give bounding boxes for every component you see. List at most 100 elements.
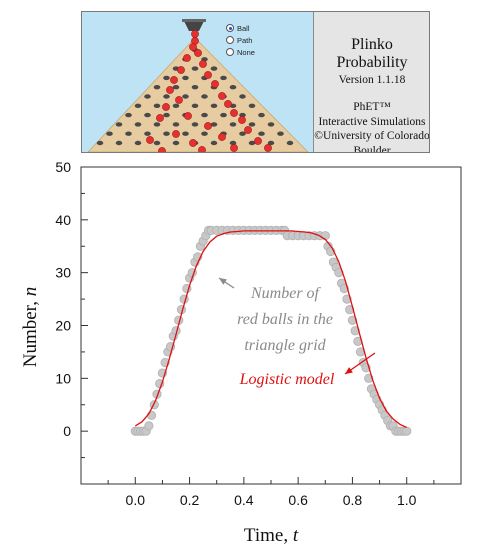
plinko-peg [153, 85, 161, 90]
plinko-peg [115, 140, 123, 146]
plinko-peg [229, 140, 237, 146]
plinko-ball [175, 96, 183, 104]
plinko-ball [162, 103, 170, 111]
radio-none-indicator[interactable] [226, 48, 234, 57]
radio-path-indicator[interactable] [226, 36, 234, 45]
plinko-peg [286, 140, 294, 146]
model-annotation-arrow-head [345, 367, 353, 374]
plinko-peg [153, 122, 161, 127]
hopper-rim [182, 19, 206, 22]
plinko-ball [198, 146, 206, 152]
data-points [130, 225, 412, 436]
x-tick-label: 0.8 [343, 492, 363, 508]
plinko-peg [163, 112, 170, 118]
ball-hopper [184, 21, 204, 31]
plinko-ball [204, 71, 212, 79]
y-tick-label: 50 [55, 159, 71, 175]
plinko-peg [239, 94, 246, 99]
plinko-ball [146, 136, 154, 144]
none-radio-label: None [237, 48, 255, 57]
data-annotation-line-2: red balls in the [237, 311, 333, 328]
plinko-peg [134, 103, 142, 109]
plinko-peg [182, 131, 189, 136]
plinko-ball [230, 144, 238, 152]
plinko-ball [218, 92, 226, 100]
plinko-peg [267, 122, 275, 127]
plinko-peg [201, 94, 208, 99]
plinko-peg [163, 131, 170, 136]
plinko-peg [182, 94, 189, 99]
plinko-peg [210, 66, 218, 71]
plinko-ball [189, 43, 197, 51]
app-banner: Ball Path None Plinko Probability Versio… [81, 11, 430, 153]
plinko-peg [248, 140, 256, 146]
data-point [144, 421, 154, 431]
plinko-peg [153, 103, 161, 109]
app-title: Plinko Probability [336, 36, 408, 71]
plinko-peg [229, 85, 237, 90]
plinko-ball [264, 144, 272, 152]
plinko-peg [172, 103, 180, 109]
radio-ball-indicator[interactable] [226, 24, 234, 33]
plinko-peg [172, 140, 180, 146]
plinko-peg [134, 122, 142, 127]
ball-radio-label: Ball [237, 24, 250, 33]
data-point [342, 294, 352, 304]
y-tick-label: 30 [55, 265, 71, 281]
y-axis-ticks: 0 10 20 30 40 50 [55, 159, 88, 485]
plinko-peg [248, 103, 256, 109]
plinko-peg [191, 66, 199, 71]
plinko-peg [144, 94, 151, 99]
data-point [364, 373, 374, 383]
plinko-ball [224, 100, 232, 108]
y-tick-label: 20 [55, 318, 71, 334]
plinko-peg [201, 131, 208, 136]
plinko-ball [211, 80, 219, 88]
data-point [320, 231, 330, 241]
plinko-ball [254, 137, 262, 145]
plinko-ball [204, 122, 212, 130]
x-axis-label: Time, t [244, 525, 299, 546]
data-point [146, 410, 157, 420]
none-radio[interactable]: None [226, 48, 255, 58]
plinko-peg [172, 122, 180, 127]
plinko-ball [238, 116, 246, 124]
plinko-peg [191, 85, 199, 90]
y-axis-label: Number, n [20, 287, 41, 368]
y-tick-label: 10 [55, 370, 71, 386]
x-axis-ticks: 0.0 0.2 0.4 0.6 0.8 1.0 [80, 477, 462, 508]
model-annotation: Logistic model [239, 371, 335, 388]
plinko-ball [199, 60, 207, 68]
ball-radio[interactable]: Ball [226, 24, 250, 34]
plinko-peg [191, 122, 199, 127]
x-tick-label: 1.0 [397, 492, 417, 508]
plinko-peg [172, 85, 180, 90]
plinko-peg [210, 103, 218, 109]
path-radio-label: Path [237, 36, 253, 45]
plinko-peg [115, 122, 123, 127]
plinko-ball [156, 114, 164, 122]
app-info-panel: Plinko Probability Version 1.1.18 PhET™ … [313, 12, 430, 152]
plinko-ball [184, 112, 192, 120]
info-line-copyright: ©University of Colorado [314, 130, 430, 142]
plinko-peg [96, 140, 104, 146]
plinko-peg [191, 103, 199, 109]
plinko-peg [239, 131, 246, 136]
plinko-ball [172, 130, 180, 138]
plinko-ball [183, 54, 191, 62]
plinko-ball [244, 126, 252, 134]
plinko-ball [158, 147, 166, 152]
info-line-brand: PhET™ [353, 101, 391, 113]
path-radio[interactable]: Path [226, 36, 252, 46]
x-tick-label: 0.4 [234, 492, 254, 508]
plinko-peg [277, 131, 284, 136]
y-tick-label: 0 [63, 423, 71, 439]
plinko-peg [134, 140, 142, 146]
plinko-peg [229, 122, 237, 127]
plinko-peg [220, 75, 227, 81]
info-line-org: Interactive Simulations [318, 115, 426, 128]
plinko-ball [177, 66, 185, 74]
annotation-arrows [218, 277, 376, 375]
plinko-ball [189, 139, 197, 147]
plinko-peg [210, 122, 218, 127]
